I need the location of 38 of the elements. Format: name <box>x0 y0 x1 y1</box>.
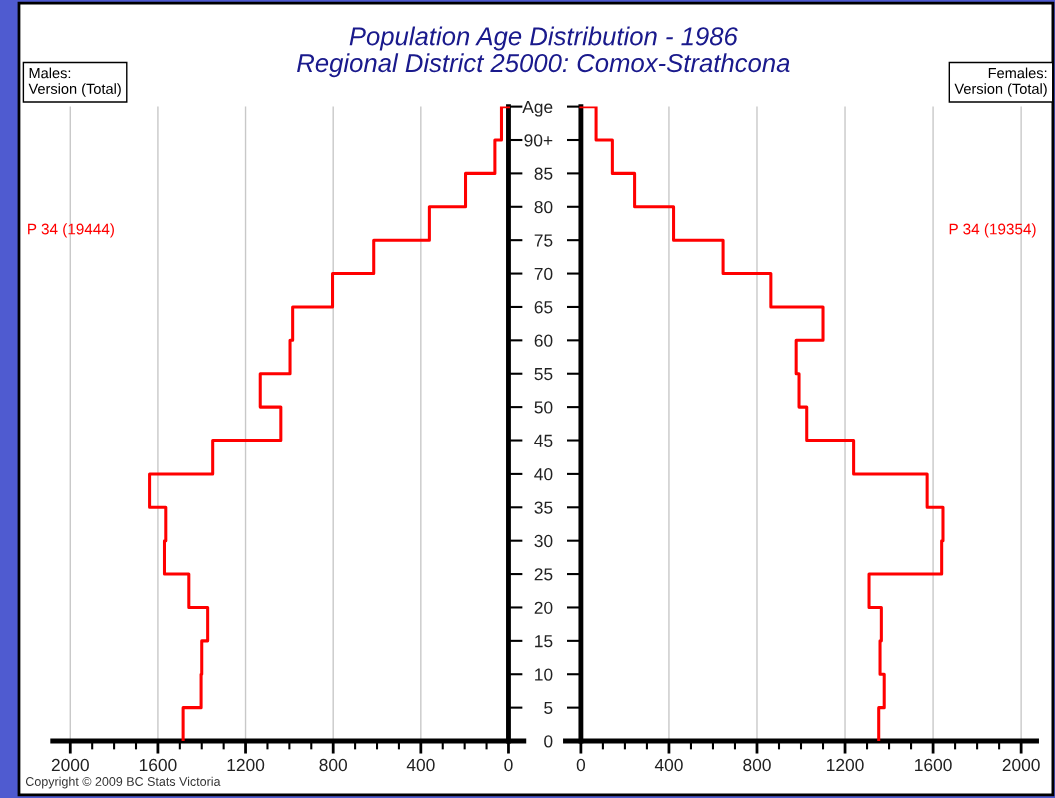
y-tick-label: 85 <box>534 167 553 180</box>
y-tick-label: 70 <box>534 267 553 281</box>
text: P 34 (19354) <box>949 223 1036 238</box>
y-tick-label: 5 <box>544 701 553 715</box>
x-tick-label: 1200 <box>827 758 864 772</box>
x-tick-label: 0 <box>504 758 513 772</box>
text: Females: Version (Total) <box>954 67 1047 97</box>
y-tick-label: Age <box>522 100 553 117</box>
y-tick-label: 0 <box>544 735 553 748</box>
y-tick-label: 65 <box>534 301 553 314</box>
x-tick-label: 400 <box>654 758 683 772</box>
x-tick-label: 1600 <box>915 758 952 772</box>
y-tick-label: 15 <box>535 635 553 648</box>
x-tick-label: 0 <box>576 758 586 772</box>
y-tick-label: 75 <box>534 234 553 247</box>
y-tick-label: 50 <box>534 401 553 414</box>
y-tick-label: 20 <box>534 601 553 614</box>
chart-title: Population Age Distribution - 1986 Regional District 25000: Comox-Strathcona <box>297 26 790 78</box>
x-tick-label: 800 <box>743 758 771 772</box>
y-tick-label: 80 <box>534 200 553 214</box>
y-tick-label: 60 <box>534 334 553 347</box>
y-tick-label: 40 <box>534 468 553 481</box>
y-tick-label: 30 <box>534 534 553 548</box>
y-tick-label: 90+ <box>524 134 553 147</box>
x-tick-label: 2000 <box>51 758 89 772</box>
y-tick-label: 25 <box>534 568 553 581</box>
x-tick-label: 400 <box>406 758 435 772</box>
x-tick-label: 2000 <box>1002 758 1040 772</box>
y-tick-label: 55 <box>534 368 553 381</box>
y-tick-label: 45 <box>534 434 553 447</box>
x-tick-label: 800 <box>319 758 347 772</box>
text: Copyright © 2009 BC Stats Victoria <box>25 776 221 789</box>
y-tick-label: 35 <box>534 501 553 514</box>
text: P 34 (19444) <box>28 223 114 238</box>
x-tick-label: 1600 <box>139 758 177 772</box>
text: Males: Version (Total) <box>28 67 121 97</box>
x-tick-label: 1200 <box>227 758 265 772</box>
y-tick-label: 10 <box>535 668 553 681</box>
